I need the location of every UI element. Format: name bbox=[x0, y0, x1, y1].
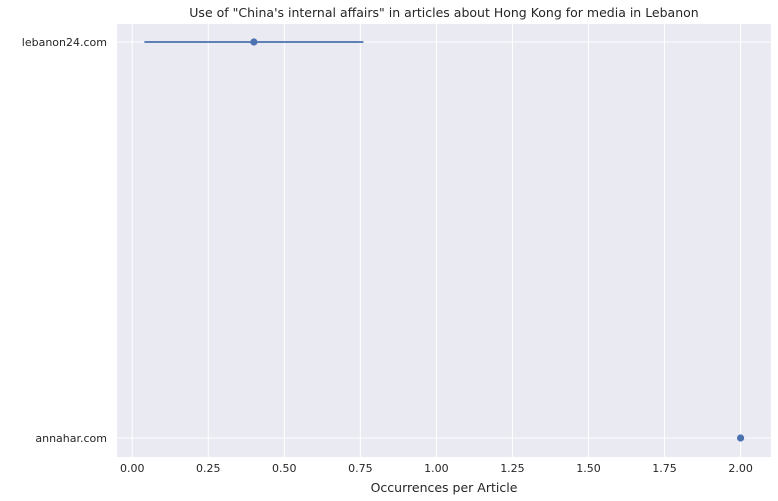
x-tick-label: 0.75 bbox=[348, 462, 373, 475]
x-tick-label: 1.75 bbox=[652, 462, 677, 475]
point-annahar.com bbox=[736, 434, 745, 442]
x-axis-ticks: 0.00 0.25 0.50 0.75 1.00 1.25 1.50 1.75 2.00 bbox=[120, 462, 753, 475]
y-category-label: lebanon24.com bbox=[22, 36, 107, 49]
x-tick-label: 1.25 bbox=[500, 462, 525, 475]
y-category-label: annahar.com bbox=[35, 432, 107, 445]
grid-lines bbox=[117, 24, 771, 457]
x-tick-label: 2.00 bbox=[728, 462, 753, 475]
data-points bbox=[250, 38, 745, 442]
point-lebanon24.com bbox=[250, 38, 258, 46]
x-axis-label: Occurrences per Article bbox=[371, 480, 518, 495]
x-tick-label: 1.50 bbox=[576, 462, 601, 475]
x-tick-label: 1.00 bbox=[424, 462, 449, 475]
x-tick-label: 0.00 bbox=[120, 462, 145, 475]
x-tick-label: 0.25 bbox=[196, 462, 221, 475]
plot-area bbox=[117, 24, 771, 457]
chart-title: Use of "China's internal affairs" in art… bbox=[189, 5, 698, 20]
y-axis-categories: lebanon24.com annahar.com bbox=[22, 36, 107, 445]
x-tick-label: 0.50 bbox=[272, 462, 297, 475]
